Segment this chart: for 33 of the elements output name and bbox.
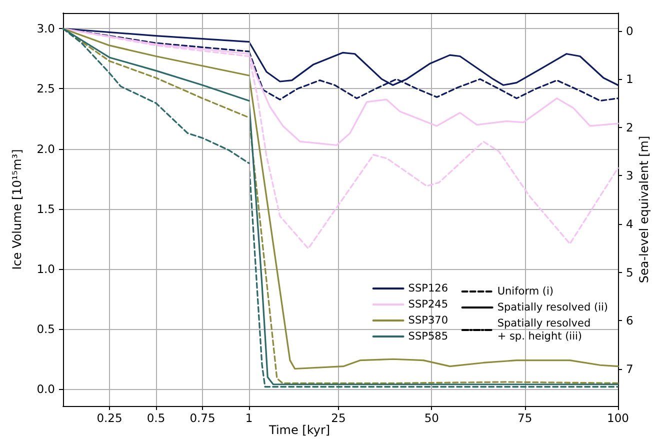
y-tick-label: 2.0 (36, 142, 55, 156)
legend-label: SSP370 (408, 314, 448, 326)
y-tick-label: 2.5 (36, 82, 55, 96)
x-tick-label: 100 (607, 411, 629, 425)
legend-label: Uniform (i) (497, 286, 554, 298)
x-tick-label: 0.75 (190, 411, 216, 425)
y2-tick-label: 0 (626, 24, 634, 38)
y-tick-label: 0.5 (36, 322, 55, 336)
legend-label: SSP245 (408, 298, 448, 310)
x-tick-label: 0.25 (96, 411, 122, 425)
y2-tick-label: 7 (626, 362, 634, 376)
y2-tick-label: 2 (626, 120, 634, 134)
x-tick-label: 25 (331, 411, 346, 425)
y-tick-label: 1.5 (36, 202, 55, 216)
x-axis-title: Time [kyr] (268, 423, 330, 437)
y2-tick-label: 5 (626, 265, 634, 280)
y2-axis-title: Sea-level equivalent [m] (637, 136, 651, 284)
legend-label: SSP126 (408, 282, 448, 294)
y-tick-label: 1.0 (36, 262, 55, 276)
legend-label: Spatially resolved + sp. height (iii) (497, 318, 591, 342)
y-axis-title: Ice Volume [10¹⁵m³] (10, 149, 24, 270)
y-tick-label: 0.0 (36, 382, 55, 396)
x-tick-label: 50 (424, 411, 439, 425)
x-tick-label: 1 (245, 411, 253, 425)
y-tick-label: 3.0 (36, 22, 55, 36)
x-tick-label: 0.5 (146, 411, 166, 425)
y2-tick-label: 6 (626, 314, 634, 328)
x-tick-label: 75 (518, 411, 532, 425)
y2-tick-label: 4 (626, 216, 634, 231)
legend-label: SSP585 (408, 330, 448, 342)
y2-tick-label: 3 (626, 168, 634, 183)
legend-label: Spatially resolved (ii) (497, 302, 608, 314)
y2-tick-label: 1 (626, 72, 634, 86)
